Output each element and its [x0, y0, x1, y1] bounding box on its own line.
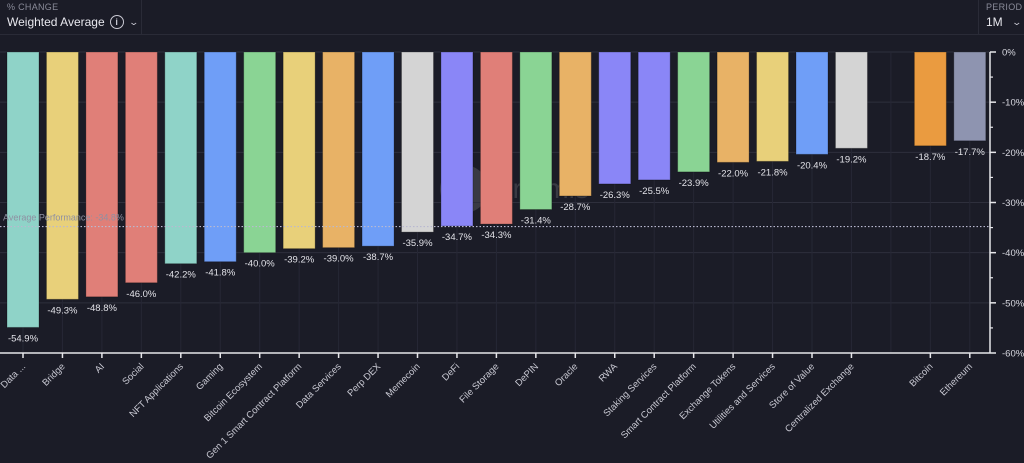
bar: [795, 51, 829, 155]
data-label: -48.8%: [87, 303, 118, 314]
x-tick-label: Utilities and Services: [708, 361, 778, 431]
x-tick-label: Social: [120, 361, 146, 387]
x-tick-label: Perp DEX: [346, 361, 384, 399]
period-dropdown[interactable]: 1M ⌄: [986, 15, 1022, 29]
y-tick-label: -60%: [1002, 349, 1024, 360]
x-tick-label: Data ...: [0, 361, 28, 390]
metric-selector[interactable]: % CHANGE Weighted Average i ⌄: [0, 0, 142, 34]
x-tick-label: AI: [93, 361, 107, 375]
period-selector[interactable]: PERIOD 1M ⌄: [978, 0, 1024, 34]
bar: [243, 51, 277, 254]
y-tick-label: -50%: [1002, 298, 1024, 309]
bar: [45, 51, 79, 300]
bar: [440, 51, 474, 227]
x-tick-label: Smart Contract Platform: [619, 361, 699, 441]
chart-header: % CHANGE Weighted Average i ⌄ PERIOD 1M …: [0, 0, 1024, 35]
bar: [479, 51, 513, 225]
x-tick-label: Oracle: [553, 361, 581, 389]
bar: [637, 51, 671, 181]
data-label: -40.0%: [245, 259, 276, 270]
x-tick-label: Gaming: [194, 361, 225, 392]
data-label: -38.7%: [363, 252, 394, 263]
data-label: -17.7%: [955, 147, 986, 158]
data-label: -49.3%: [47, 305, 78, 316]
bar: [519, 51, 553, 211]
bar: [598, 51, 632, 185]
data-label: -39.2%: [284, 255, 315, 266]
bar: [6, 51, 40, 328]
data-label: -28.7%: [560, 202, 591, 213]
y-tick-label: -30%: [1002, 198, 1024, 209]
x-tick-label: Memecoin: [384, 361, 423, 400]
data-label: -41.8%: [205, 268, 236, 279]
bar: [203, 51, 237, 263]
bar: [677, 51, 711, 173]
data-label: -25.5%: [639, 186, 670, 197]
data-label: -21.8%: [757, 167, 788, 178]
y-tick-label: -10%: [1002, 98, 1024, 109]
bar: [401, 51, 434, 233]
bar: [85, 51, 119, 298]
x-tick-label: RWA: [597, 361, 621, 385]
bar: [953, 51, 987, 142]
bar: [282, 51, 316, 250]
bar: [361, 51, 395, 247]
chevron-down-icon[interactable]: ⌄: [128, 16, 139, 27]
x-tick-label: Bridge: [40, 361, 67, 388]
data-label: -18.7%: [915, 152, 946, 163]
metric-label: % CHANGE: [7, 2, 59, 12]
x-tick-label: DeFi: [440, 361, 462, 383]
data-label: -46.0%: [126, 289, 157, 300]
x-tick-label: Centralized Exchange: [783, 361, 857, 435]
data-label: -34.3%: [481, 230, 512, 241]
x-tick-label: Bitcoin: [908, 361, 936, 389]
data-label: -19.2%: [836, 154, 867, 165]
data-label: -54.9%: [8, 333, 39, 344]
x-tick-label: Ethereum: [938, 361, 975, 398]
period-label: PERIOD: [986, 2, 1023, 12]
period-value: 1M: [986, 15, 1003, 29]
y-tick-label: 0%: [1002, 48, 1016, 59]
data-label: -26.3%: [600, 190, 631, 201]
bar: [124, 51, 158, 284]
data-label: -22.0%: [718, 168, 749, 179]
chevron-down-icon[interactable]: ⌄: [1011, 16, 1022, 27]
bar: [913, 51, 947, 147]
average-line-label: Average Performance: -34.8%: [3, 213, 124, 223]
data-label: -42.2%: [166, 270, 197, 281]
data-label: -34.7%: [442, 232, 473, 243]
data-label: -35.9%: [402, 238, 433, 249]
bar: [716, 51, 750, 163]
x-tick-label: DePIN: [513, 361, 541, 389]
y-tick-label: -20%: [1002, 148, 1024, 159]
bar: [558, 51, 592, 197]
data-label: -23.9%: [679, 178, 710, 189]
data-label: -39.0%: [324, 254, 355, 265]
data-label: -31.4%: [521, 216, 552, 227]
info-icon[interactable]: i: [109, 15, 124, 29]
data-label: -20.4%: [797, 160, 828, 171]
bar: [834, 51, 868, 149]
bar: [322, 51, 356, 249]
y-tick-label: -40%: [1002, 248, 1024, 259]
metric-dropdown[interactable]: Weighted Average i ⌄: [7, 15, 139, 29]
bar: [164, 51, 198, 265]
x-tick-label: File Storage: [458, 361, 502, 405]
bar: [756, 51, 790, 162]
metric-value: Weighted Average: [7, 15, 105, 29]
